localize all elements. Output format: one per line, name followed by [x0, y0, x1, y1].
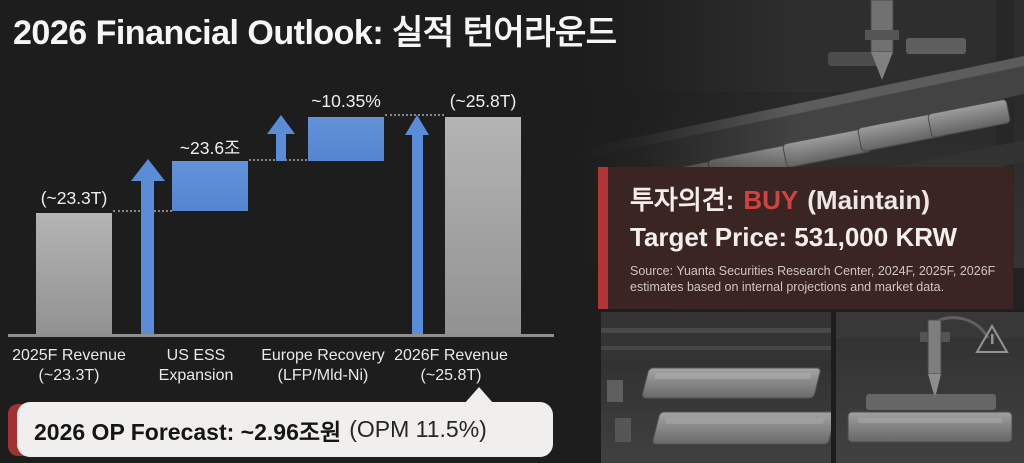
- growth-arrow-2-head: [267, 115, 295, 134]
- axis-label-line: 2026F Revenue: [394, 347, 508, 364]
- axis-label-line: Europe Recovery: [261, 347, 385, 364]
- battery-tray-photo: [601, 312, 831, 463]
- rating-qualifier: (Maintain): [807, 185, 931, 215]
- axis-label-2026f: 2026F Revenue (~25.8T): [391, 346, 511, 386]
- axis-label-line: (LFP/Mld-Ni): [277, 367, 369, 384]
- source-note: Source: Yuanta Securities Research Cente…: [630, 263, 1003, 295]
- callout-tail: [464, 387, 494, 404]
- axis-label-line: (~23.3T): [38, 367, 100, 384]
- axis-label-line: US ESS: [166, 347, 226, 364]
- opm-text: (OPM 11.5%): [349, 416, 487, 442]
- opinion-label: 투자의견:: [630, 185, 735, 215]
- bar-us-ess-expansion: [172, 161, 248, 211]
- axis-label-line: (~25.8T): [420, 367, 482, 384]
- source-note-line2: estimates based on internal projections …: [630, 280, 945, 294]
- bar-2025f-revenue: [36, 213, 112, 334]
- chart-baseline: [8, 334, 554, 337]
- axis-label-line: 2025F Revenue: [12, 347, 126, 364]
- bar-value-label-europe: ~10.35%: [311, 91, 381, 111]
- growth-arrow-1-head: [131, 159, 165, 181]
- target-price: Target Price: 531,000 KRW: [630, 222, 958, 252]
- axis-label-europe: Europe Recovery (LFP/Mld-Ni): [248, 346, 398, 386]
- rating-buy: BUY: [743, 185, 799, 215]
- bar-value-label-us-ess: ~23.6조: [179, 138, 241, 158]
- growth-arrow-1-shaft: [141, 179, 154, 335]
- growth-arrow-2-shaft: [276, 132, 286, 161]
- axis-label-line: Expansion: [158, 367, 234, 384]
- bar-2026f-revenue: [445, 117, 521, 334]
- bar-europe-recovery: [308, 117, 384, 161]
- bar-value-label-2025f: (~23.3T): [40, 188, 108, 208]
- op-forecast-text: 2026 OP Forecast: ~2.96조원: [34, 418, 342, 445]
- page-title: 2026 Financial Outlook: 실적 턴어라운드: [13, 14, 617, 52]
- axis-label-us-ess: US ESS Expansion: [136, 346, 256, 386]
- axis-label-2025f: 2025F Revenue (~23.3T): [9, 346, 129, 386]
- investment-opinion-line: 투자의견: BUY (Maintain): [630, 180, 1003, 217]
- bar-value-label-2026f: (~25.8T): [449, 91, 517, 111]
- welding-nozzle-photo: [836, 312, 1024, 463]
- source-note-line1: Source: Yuanta Securities Research Cente…: [630, 264, 996, 278]
- growth-arrow-3-shaft: [412, 133, 423, 335]
- op-forecast-callout: 2026 OP Forecast: ~2.96조원 (OPM 11.5%): [17, 402, 553, 457]
- growth-arrow-3-head: [405, 115, 429, 135]
- rating-panel: 투자의견: BUY (Maintain) Target Price: 531,0…: [598, 167, 1013, 309]
